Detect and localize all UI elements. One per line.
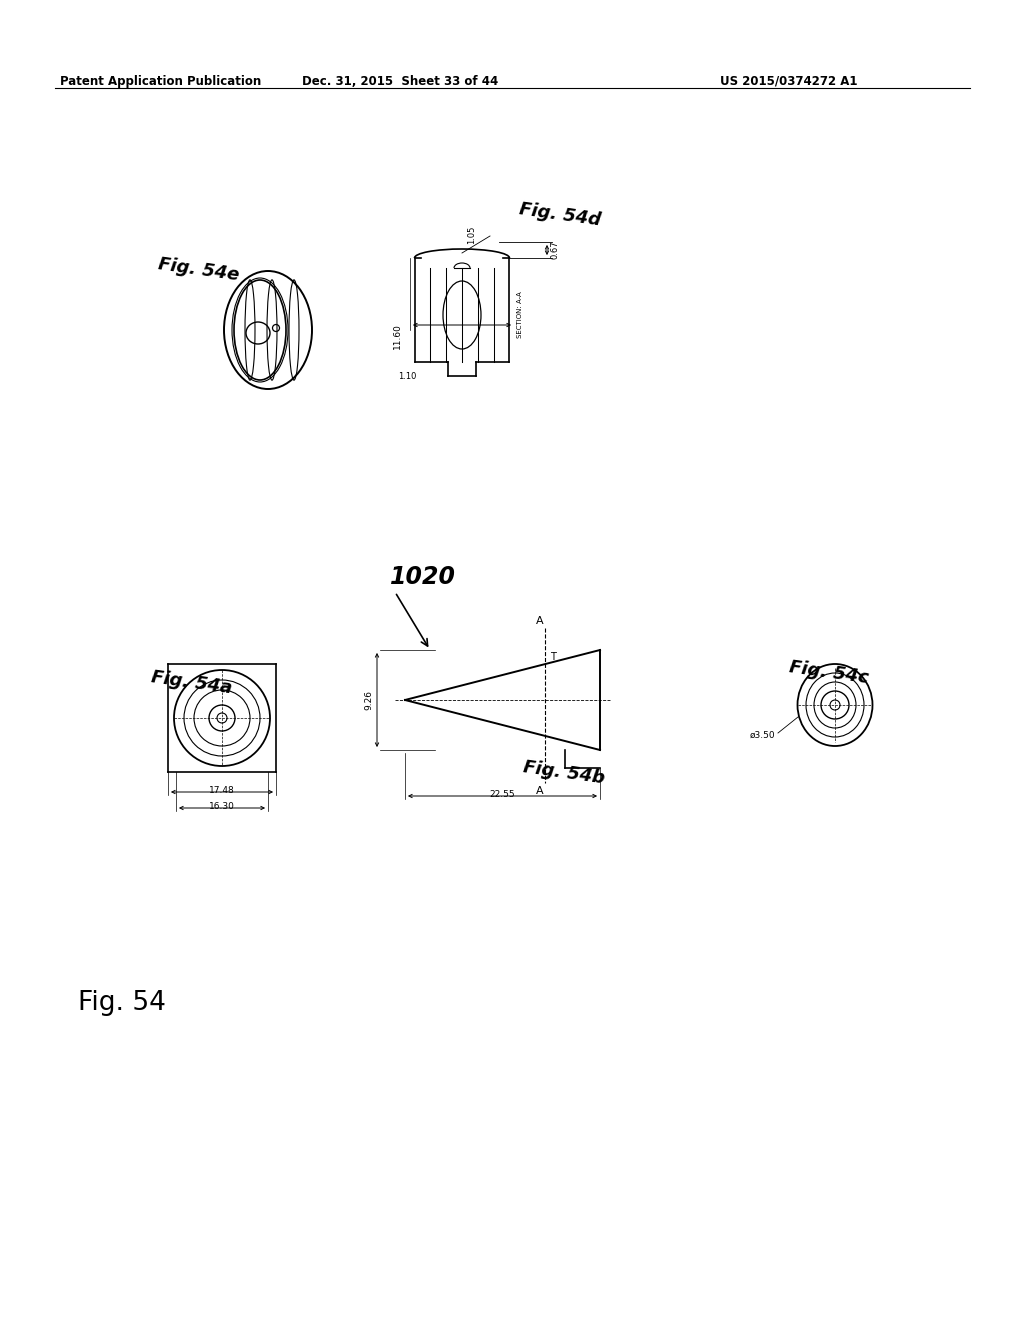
Text: A: A — [537, 785, 544, 796]
Text: Dec. 31, 2015  Sheet 33 of 44: Dec. 31, 2015 Sheet 33 of 44 — [302, 75, 498, 88]
Text: 17.48: 17.48 — [209, 785, 234, 795]
Text: 1.05: 1.05 — [468, 226, 476, 244]
Text: Fig. 54b: Fig. 54b — [522, 758, 606, 787]
Text: 9.26: 9.26 — [365, 690, 374, 710]
Text: A: A — [537, 616, 544, 626]
Text: 1.10: 1.10 — [397, 372, 416, 381]
Text: Patent Application Publication: Patent Application Publication — [60, 75, 261, 88]
Text: Fig. 54d: Fig. 54d — [518, 201, 602, 230]
Text: 1020: 1020 — [390, 565, 456, 589]
Text: Fig. 54e: Fig. 54e — [157, 255, 241, 284]
Text: SECTION: A-A: SECTION: A-A — [517, 292, 523, 338]
Text: 0.67: 0.67 — [550, 240, 559, 259]
Text: Fig. 54a: Fig. 54a — [150, 668, 233, 697]
Text: 16.30: 16.30 — [209, 803, 234, 810]
Text: US 2015/0374272 A1: US 2015/0374272 A1 — [720, 75, 857, 88]
Text: 22.55: 22.55 — [489, 789, 515, 799]
Text: 11.60: 11.60 — [392, 323, 401, 348]
Text: ø3.50: ø3.50 — [750, 730, 775, 739]
Text: Fig. 54c: Fig. 54c — [788, 657, 869, 686]
Text: T: T — [550, 652, 556, 663]
Text: Fig. 54: Fig. 54 — [78, 990, 166, 1016]
